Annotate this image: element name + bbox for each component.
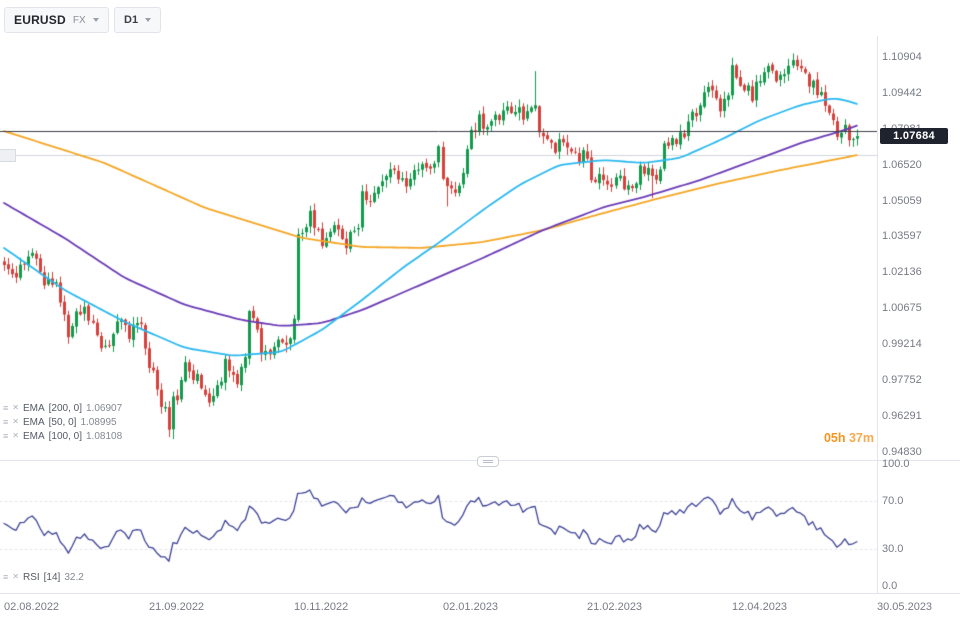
- indicator-legend-row: ≡ ✕ RSI [14] 32.2: [3, 570, 84, 584]
- indicator-remove-icon[interactable]: ✕: [12, 403, 19, 412]
- indicator-name: RSI: [22, 571, 40, 583]
- indicator-remove-icon[interactable]: ✕: [12, 431, 19, 440]
- indicator-params: [50, 0]: [48, 416, 77, 428]
- indicator-name: EMA: [22, 402, 45, 414]
- price-tick-label: 1.09442: [882, 87, 922, 99]
- price-tick-label: 0.96291: [882, 410, 922, 422]
- price-tick-label: 0.94830: [882, 446, 922, 458]
- candle-countdown: 05h 37m: [720, 431, 874, 445]
- price-tick-label: 0.97752: [882, 374, 922, 386]
- indicator-remove-icon[interactable]: ✕: [12, 417, 19, 426]
- indicator-menu-icon[interactable]: ≡: [3, 402, 9, 413]
- symbol-label: EURUSD: [14, 13, 66, 27]
- price-tick-label: 1.00675: [882, 302, 922, 314]
- indicator-value: 1.08108: [86, 430, 123, 442]
- indicator-menu-icon[interactable]: ≡: [3, 416, 9, 427]
- indicator-legend-row: ≡ ✕ EMA [100, 0] 1.08108: [3, 429, 122, 443]
- left-edge-marker: [0, 149, 16, 162]
- time-tick-label: 12.04.2023: [732, 601, 788, 613]
- indicator-name: EMA: [22, 430, 45, 442]
- indicator-legend-row: ≡ ✕ EMA [200, 0] 1.06907: [3, 401, 122, 415]
- timeframe-label: D1: [124, 14, 139, 26]
- price-tick-label: 1.06520: [882, 159, 922, 171]
- countdown-minutes: 37m: [848, 431, 874, 445]
- indicator-legend-row: ≡ ✕ EMA [50, 0] 1.08995: [3, 415, 122, 429]
- indicator-value: 1.08995: [80, 416, 117, 428]
- indicator-value: 1.06907: [86, 402, 123, 414]
- indicator-legend: ≡ ✕ EMA [200, 0] 1.06907 ≡ ✕ EMA [50, 0] 1.08995 ≡…: [3, 401, 122, 443]
- time-tick-label: 02.08.2022: [4, 601, 60, 613]
- market-label: FX: [72, 14, 86, 26]
- time-tick-label: 21.09.2022: [149, 601, 205, 613]
- rsi-tick-label: 30.0: [882, 543, 904, 555]
- indicator-menu-icon[interactable]: ≡: [3, 430, 9, 441]
- rsi-tick-label: 70.0: [882, 495, 904, 507]
- rsi-tick-label: 0.0: [882, 580, 898, 592]
- price-tick-label: 1.02136: [882, 266, 922, 278]
- price-tick-label: 1.05059: [882, 195, 922, 207]
- price-axis-divider: [877, 36, 878, 593]
- symbol-selector[interactable]: EURUSD FX: [4, 7, 109, 33]
- indicator-params: [100, 0]: [48, 430, 82, 442]
- time-tick-label: 10.11.2022: [294, 601, 349, 613]
- indicator-params: [200, 0]: [48, 402, 82, 414]
- rsi-legend: ≡ ✕ RSI [14] 32.2: [3, 570, 84, 584]
- current-price-badge: 1.07684: [880, 128, 948, 144]
- time-axis-divider: [0, 593, 960, 594]
- indicator-name: EMA: [22, 416, 45, 428]
- rsi-tick-label: 100.0: [882, 458, 910, 470]
- time-tick-label: 02.01.2023: [443, 601, 499, 613]
- indicator-params: [14]: [43, 571, 61, 583]
- indicator-value: 32.2: [64, 571, 84, 583]
- time-tick-label: 21.02.2023: [587, 601, 643, 613]
- price-tick-label: 0.99214: [882, 338, 922, 350]
- indicator-menu-icon[interactable]: ≡: [3, 571, 9, 582]
- price-tick-label: 1.03597: [882, 230, 922, 242]
- indicator-remove-icon[interactable]: ✕: [12, 572, 19, 581]
- chevron-down-icon: [92, 18, 99, 22]
- chevron-down-icon: [145, 18, 152, 22]
- pane-resize-handle[interactable]: [477, 456, 499, 467]
- price-tick-label: 1.10904: [882, 51, 922, 63]
- countdown-hours: 05h: [823, 431, 846, 445]
- timeframe-selector[interactable]: D1: [114, 7, 162, 33]
- time-tick-label: 30.05.2023: [877, 601, 933, 613]
